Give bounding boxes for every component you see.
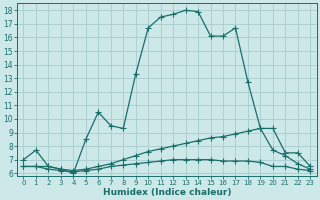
X-axis label: Humidex (Indice chaleur): Humidex (Indice chaleur)	[103, 188, 231, 197]
